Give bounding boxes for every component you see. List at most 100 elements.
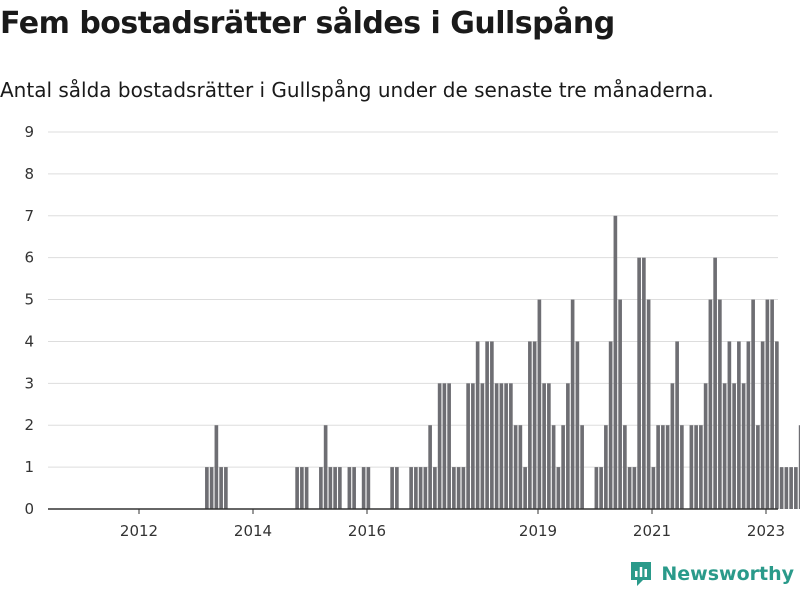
y-tick-label: 7	[24, 207, 34, 225]
y-tick-label: 5	[24, 291, 34, 309]
bar	[770, 299, 774, 509]
newsworthy-logo-icon	[631, 562, 652, 586]
bar	[556, 467, 561, 509]
bar	[352, 467, 356, 509]
bar	[471, 383, 475, 509]
bar	[319, 467, 323, 509]
bar	[509, 383, 513, 509]
bar	[542, 383, 546, 509]
bar	[295, 467, 299, 509]
bar	[604, 425, 608, 509]
bar	[504, 383, 508, 509]
bar	[637, 257, 641, 509]
bar	[219, 467, 223, 509]
bar	[798, 425, 800, 509]
bar	[580, 425, 584, 509]
bar	[205, 467, 209, 509]
bar	[613, 215, 618, 509]
y-tick-label: 2	[24, 416, 34, 434]
bar	[760, 341, 765, 509]
y-tick-label: 1	[24, 458, 34, 476]
bar	[490, 341, 494, 509]
bar	[618, 299, 622, 509]
y-tick-label: 0	[24, 500, 34, 518]
bar	[328, 467, 333, 509]
bar	[784, 467, 789, 509]
bar	[713, 257, 717, 509]
bar	[699, 425, 703, 509]
brand-name: Newsworthy	[661, 563, 794, 585]
bar	[475, 341, 480, 509]
bar	[732, 383, 736, 509]
bar	[708, 299, 713, 509]
bar	[409, 467, 413, 509]
bar	[794, 467, 798, 509]
brand-logo: Newsworthy	[629, 560, 794, 588]
bar	[494, 383, 499, 509]
bar	[547, 383, 551, 509]
bar	[323, 425, 328, 509]
bar	[551, 425, 556, 509]
bar	[775, 341, 779, 509]
bar	[670, 383, 675, 509]
bar	[561, 425, 565, 509]
bar	[575, 341, 580, 509]
bar	[224, 467, 228, 509]
y-tick-label: 3	[24, 374, 34, 392]
bar	[765, 299, 770, 509]
x-tick-label: 2012	[120, 522, 158, 540]
x-tick-label: 2023	[747, 522, 785, 540]
bar	[537, 299, 542, 509]
bar	[599, 467, 603, 509]
bar	[756, 425, 760, 509]
bar	[214, 425, 219, 509]
x-tick-label: 2014	[234, 522, 272, 540]
bar	[779, 467, 784, 509]
bar	[423, 467, 428, 509]
bar	[665, 425, 670, 509]
x-tick-label: 2019	[519, 522, 557, 540]
bar	[532, 341, 537, 509]
bar	[689, 425, 694, 509]
bar	[333, 467, 337, 509]
bar	[304, 467, 309, 509]
bar	[751, 299, 755, 509]
bar	[651, 467, 656, 509]
bar	[447, 383, 451, 509]
bar	[675, 341, 679, 509]
bar	[300, 467, 304, 509]
bar	[746, 341, 751, 509]
bar	[627, 467, 632, 509]
bar	[433, 467, 437, 509]
bar	[694, 425, 698, 509]
bar	[656, 425, 660, 509]
y-tick-label: 4	[24, 332, 34, 350]
bar	[646, 299, 651, 509]
bar	[209, 467, 214, 509]
bar	[485, 341, 489, 509]
bar	[608, 341, 613, 509]
y-tick-label: 6	[24, 249, 34, 267]
bar	[466, 383, 470, 509]
y-tick-label: 8	[24, 165, 34, 183]
bar	[727, 341, 732, 509]
bar	[632, 467, 637, 509]
bar	[513, 425, 518, 509]
bar	[418, 467, 423, 509]
bar	[499, 383, 504, 509]
bar	[461, 467, 466, 509]
bar	[737, 341, 741, 509]
bar	[456, 467, 461, 509]
bar	[741, 383, 746, 509]
bar	[642, 257, 646, 509]
x-tick-label: 2016	[348, 522, 386, 540]
bar	[390, 467, 394, 509]
bar	[661, 425, 665, 509]
bar	[452, 467, 456, 509]
bar	[523, 467, 527, 509]
bar	[437, 383, 442, 509]
bar	[480, 383, 485, 509]
bar	[722, 383, 727, 509]
bar	[718, 299, 722, 509]
